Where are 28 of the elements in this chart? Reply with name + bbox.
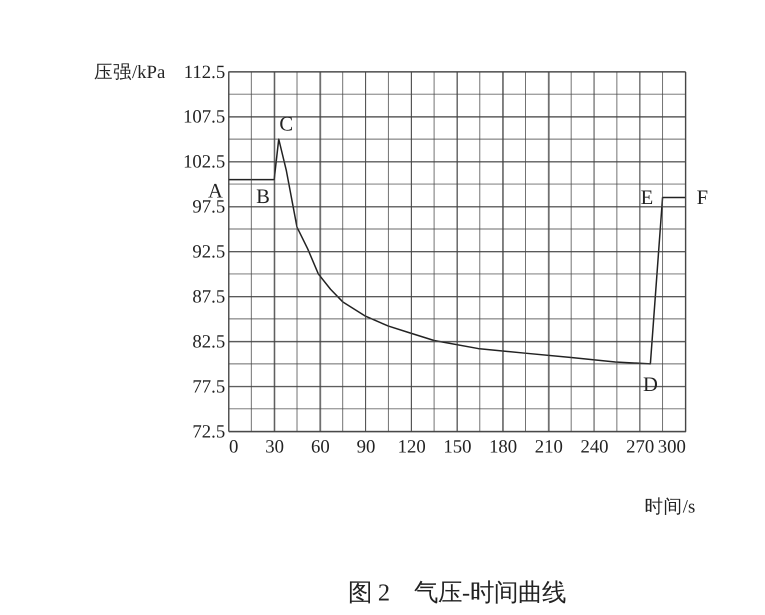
x-tick-label: 210 <box>534 436 563 458</box>
annotation: B <box>256 186 270 208</box>
x-tick-label: 300 <box>658 436 686 458</box>
y-axis-title: 压强/kPa <box>94 62 166 83</box>
y-tick-label: 92.5 <box>192 242 226 263</box>
annotation: E <box>640 187 654 210</box>
y-tick-label: 102.5 <box>183 152 226 173</box>
x-tick-label: 30 <box>265 436 284 458</box>
x-tick-label: 60 <box>310 436 330 458</box>
annotation: C <box>279 114 294 136</box>
text: 图 2 气压-时间曲线 <box>348 580 566 607</box>
x-tick-label: 90 <box>356 436 376 458</box>
y-tick-label: 87.5 <box>192 286 226 308</box>
y-tick-label: 112.5 <box>184 62 226 83</box>
y-tick-label: 82.5 <box>192 331 226 352</box>
y-tick-label: 107.5 <box>183 106 226 128</box>
x-tick-label: 120 <box>398 436 426 458</box>
line-series <box>228 138 686 365</box>
annotation: F <box>696 187 708 210</box>
x-tick-label: 240 <box>580 436 609 458</box>
x-tick-label: 150 <box>443 436 472 458</box>
y-tick-label: 72.5 <box>192 421 226 442</box>
x-tick-label: 180 <box>489 436 518 458</box>
y-tick-label: 97.5 <box>192 196 226 218</box>
x-axis-title: 时间/s <box>644 496 696 518</box>
x-tick-label: 0 <box>228 436 238 458</box>
y-tick-label: 77.5 <box>192 376 226 398</box>
x-tick-label: 270 <box>626 436 654 458</box>
